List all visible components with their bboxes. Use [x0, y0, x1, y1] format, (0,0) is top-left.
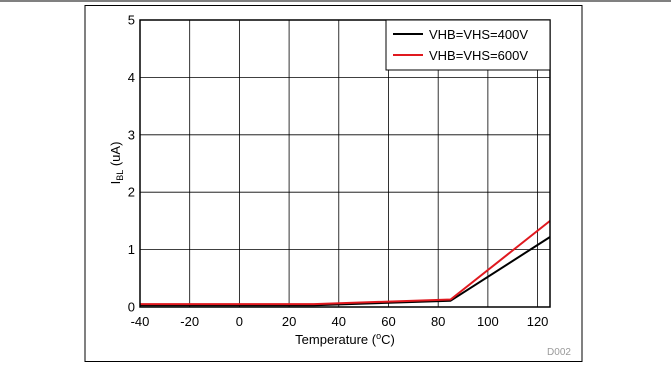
figure-code-label: D002	[547, 347, 571, 358]
x-tick-label: 60	[381, 314, 395, 329]
y-tick-label: 2	[128, 185, 135, 200]
series-line-1	[140, 220, 551, 306]
y-tick-label: 0	[128, 300, 135, 315]
y-tick-label: 1	[128, 242, 135, 257]
legend-label-400v: VHB=VHS=400V	[429, 27, 528, 42]
x-tick-label: 0	[236, 314, 243, 329]
y-tick-labels: 0 1 2 3 4 5	[128, 13, 135, 315]
x-tick-label: 20	[282, 314, 296, 329]
series-lines	[140, 220, 551, 307]
x-tick-label: 40	[332, 314, 346, 329]
x-axis-title: Temperature (oC)	[295, 331, 395, 347]
y-axis-title: IBL (uA)	[108, 142, 125, 185]
x-tick-label: 80	[431, 314, 445, 329]
y-tick-label: 3	[128, 127, 135, 142]
y-tick-label: 5	[128, 13, 135, 28]
x-tick-label: -20	[180, 314, 199, 329]
plot-border	[139, 19, 551, 308]
x-tick-label: 120	[527, 314, 549, 329]
x-tick-labels: -40 -20 0 20 40 60 80 100 120	[131, 314, 549, 329]
grid	[140, 20, 550, 307]
legend-box	[385, 19, 551, 71]
legend: VHB=VHS=400V VHB=VHS=600V	[385, 19, 551, 71]
y-tick-label: 4	[128, 70, 135, 85]
x-tick-label: -40	[131, 314, 150, 329]
legend-label-600v: VHB=VHS=600V	[429, 48, 528, 63]
x-tick-label: 100	[477, 314, 499, 329]
series-line-0	[140, 236, 551, 307]
figure-frame	[84, 5, 583, 362]
